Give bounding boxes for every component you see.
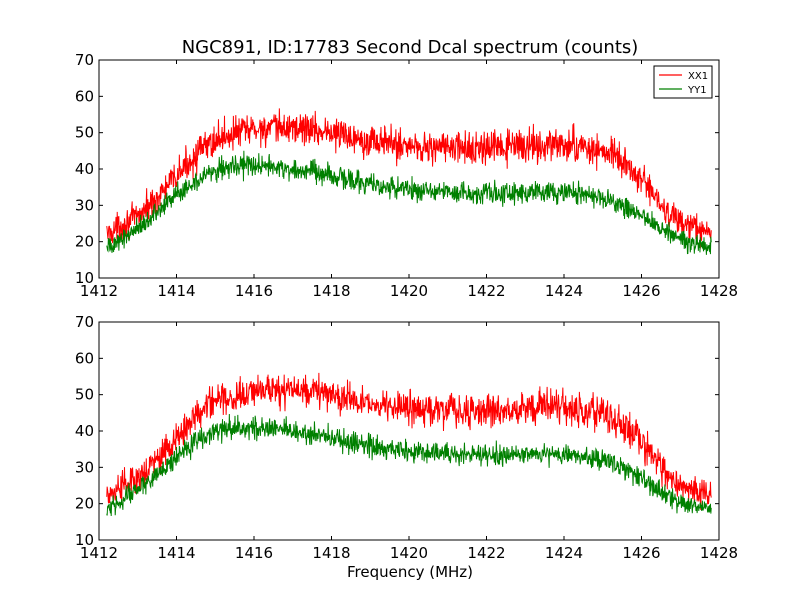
x-tick-label: 1414 [157,544,195,562]
x-tick-label: 1426 [622,544,660,562]
y-tick-label: 60 [75,349,94,367]
series-line-xx1 [106,108,712,249]
legend-box [653,65,713,99]
y-tick-label: 10 [75,531,94,549]
x-tick-label: 1420 [390,282,428,300]
y-tick-label: 20 [75,233,94,251]
x-tick-label: 1428 [700,282,738,300]
bottom-spectrum-panel: 1412 1414 1416 1418 1420 1422 1424 1426 1428 10 20… [75,313,738,562]
y-tick-label: 30 [75,458,94,476]
y-tick-label: 40 [75,422,94,440]
x-tick-label: 1428 [700,544,738,562]
x-tick-label: 1418 [312,544,350,562]
y-tick-label: 60 [75,87,94,105]
y-tick-label: 20 [75,495,94,513]
x-tick-label: 1422 [467,282,505,300]
top-spectrum-panel: 1412 1414 1416 1418 1420 1422 1424 1426 1428 10 20… [75,51,738,300]
y-tick-label: 50 [75,124,94,142]
x-tick-label: 1420 [390,544,428,562]
y-tick-label: 30 [75,196,94,214]
legend-label: YY1 [687,85,707,96]
legend-label: XX1 [688,71,708,82]
x-axis-label: Frequency (MHz) [347,563,473,581]
x-tick-label: 1424 [545,544,583,562]
series-line-yy1 [106,150,712,255]
x-tick-label: 1414 [157,282,195,300]
x-tick-label: 1424 [545,282,583,300]
y-tick-label: 40 [75,160,94,178]
series-line-red [106,372,712,510]
x-tick-label: 1412 [80,282,118,300]
y-tick-label: 70 [75,313,94,331]
x-tick-label: 1422 [467,544,505,562]
x-tick-label: 1426 [622,282,660,300]
x-tick-label: 1418 [312,282,350,300]
x-tick-label: 1416 [235,544,273,562]
x-tick-label: 1412 [80,544,118,562]
series-line-green [106,414,712,517]
y-tick-label: 70 [75,51,94,69]
x-tick-label: 1416 [235,282,273,300]
figure-title: NGC891, ID:17783 Second Dcal spectrum (c… [182,37,639,58]
y-tick-label: 10 [75,269,94,287]
y-tick-label: 50 [75,386,94,404]
